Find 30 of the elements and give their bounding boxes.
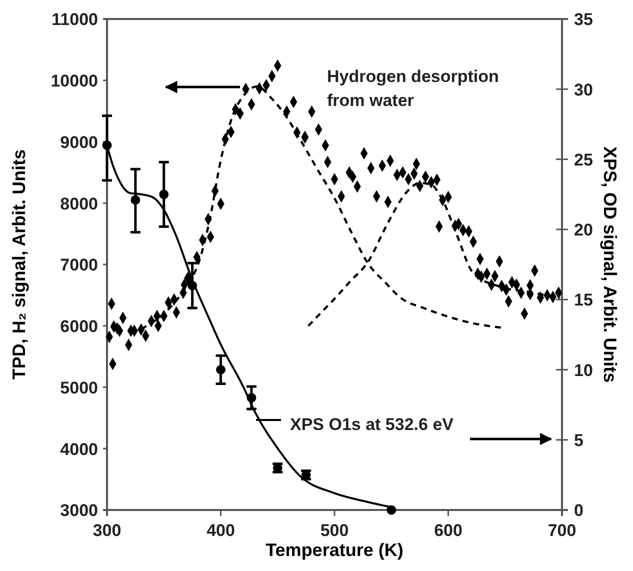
y-tick-label: 11000 [52,10,98,30]
x-tick-label: 400 [206,521,235,540]
point [216,365,226,374]
y-tick-label: 3000 [60,501,98,520]
annotation: Hydrogen desorption from water [327,67,499,110]
y-tick-label: 9000 [60,132,98,152]
x-tick-label: 700 [548,521,576,540]
x-tick-label: 600 [434,521,462,540]
y-tick-label: 7000 [60,256,98,275]
y-tick-label: 5000 [60,378,98,398]
y-tick-label: 10000 [50,71,98,90]
y2-tick-label: 0 [574,501,584,520]
y2-tick-label: 35 [574,10,593,30]
y2-tick-label: 10 [574,360,593,380]
y2-tick-label: 20 [574,220,593,240]
y-tick-label: 8000 [60,194,98,214]
x-axis-title: Temperature (K) [266,540,404,560]
y-axis-title: TPD, H₂ signal, Arbit. Units [9,149,29,380]
y2-tick-label: 30 [574,80,593,100]
y-tick-label: 4000 [60,440,98,459]
y2-tick-label: 5 [574,430,584,450]
annotation: XPS O1s at 532.6 eV [290,415,454,434]
x-tick-label: 500 [320,521,349,540]
x-tick-label: 300 [92,521,122,540]
y-tick-label: 6000 [60,316,98,336]
y2-tick-label: 15 [574,290,593,310]
y2-tick-label: 25 [574,150,593,170]
point [159,190,169,200]
point [130,195,140,205]
y2-axis-title: XPS, OD signal, Arbit. Units [600,146,620,383]
